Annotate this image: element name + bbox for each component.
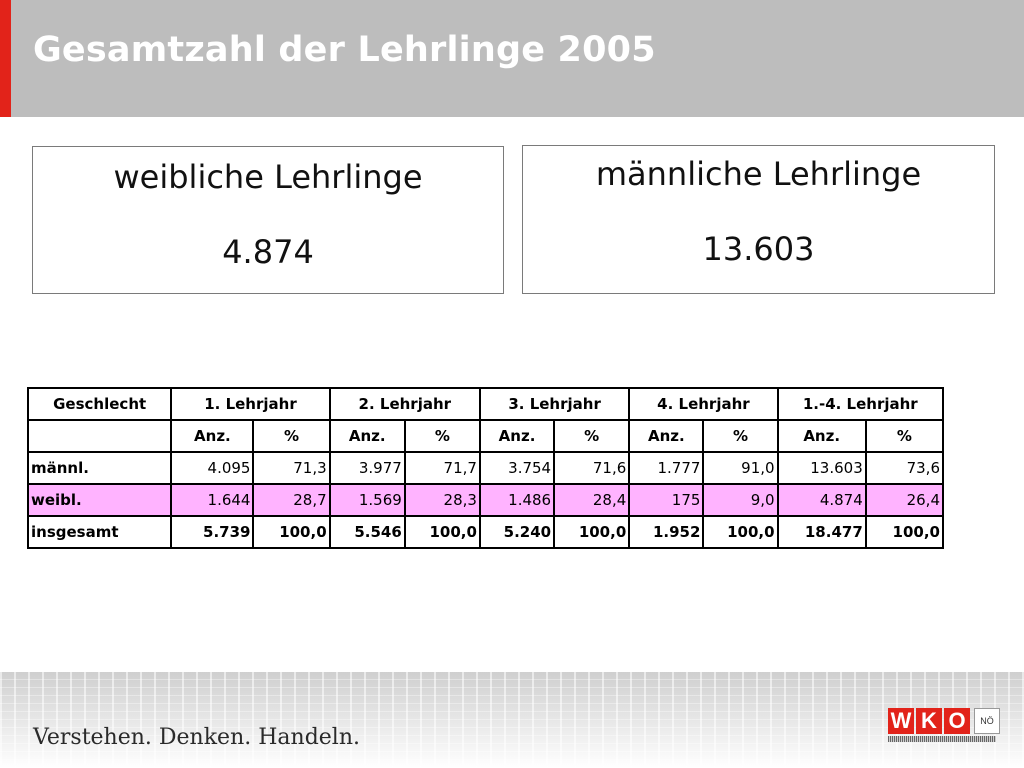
accent-bar: [0, 0, 11, 117]
row-label: männl.: [26, 451, 173, 485]
table-cell: 5.240: [478, 515, 556, 549]
table-cell: 28,4: [553, 483, 631, 517]
logo-letter: K: [916, 708, 942, 734]
table-header-cell: 2. Lehrjahr: [328, 387, 481, 421]
table-cell: 5.739: [170, 515, 255, 549]
table-cell: 73,6: [864, 451, 945, 485]
table-header-row: Geschlecht 1. Lehrjahr 2. Lehrjahr 3. Le…: [26, 387, 945, 421]
footer-band: [0, 672, 1024, 768]
logo-strip: [888, 736, 996, 742]
page-title: Gesamtzahl der Lehrlinge 2005: [33, 30, 656, 70]
table-subheader-cell: Anz.: [170, 419, 255, 453]
table-cell: 26,4: [864, 483, 945, 517]
table-cell: 5.546: [328, 515, 406, 549]
table-cell: 1.777: [628, 451, 705, 485]
table-cell: 1.486: [478, 483, 556, 517]
table-cell: 71,6: [553, 451, 631, 485]
table-subheader-cell: [26, 419, 173, 453]
table-header-cell: 1. Lehrjahr: [170, 387, 331, 421]
male-apprentices-label: männliche Lehrlinge: [595, 155, 922, 193]
logo-letter: O: [944, 708, 970, 734]
table-cell: 4.095: [170, 451, 255, 485]
apprentices-table: Geschlecht 1. Lehrjahr 2. Lehrjahr 3. Le…: [26, 387, 945, 549]
table-subheader-cell: Anz.: [776, 419, 867, 453]
table-cell: 3.977: [328, 451, 406, 485]
table-cell: 1.952: [628, 515, 705, 549]
table-cell: 3.754: [478, 451, 556, 485]
row-label: weibl.: [26, 483, 173, 517]
table-cell: 100,0: [702, 515, 779, 549]
table-cell: 100,0: [403, 515, 481, 549]
logo-letter: W: [888, 708, 914, 734]
table-header-cell: 1.-4. Lehrjahr: [776, 387, 945, 421]
table-subheader-cell: %: [702, 419, 779, 453]
female-apprentices-label: weibliche Lehrlinge: [113, 158, 423, 196]
row-label: insgesamt: [26, 515, 173, 549]
table-cell: 71,3: [252, 451, 331, 485]
male-apprentices-value: 13.603: [702, 230, 815, 268]
table-cell: 100,0: [864, 515, 945, 549]
table-subheader-cell: %: [864, 419, 945, 453]
table-row-total: insgesamt 5.739 100,0 5.546 100,0 5.240 …: [26, 515, 945, 549]
table-cell: 91,0: [702, 451, 779, 485]
table-header-cell: Geschlecht: [26, 387, 173, 421]
table-cell: 100,0: [252, 515, 331, 549]
female-apprentices-value: 4.874: [222, 233, 314, 271]
table-subheader-cell: %: [403, 419, 481, 453]
logo-region: NÖ: [974, 708, 1000, 734]
table-cell: 28,3: [403, 483, 481, 517]
table-cell: 71,7: [403, 451, 481, 485]
table-subheader-cell: Anz.: [478, 419, 556, 453]
table-cell: 13.603: [776, 451, 867, 485]
male-apprentices-box: männliche Lehrlinge 13.603: [522, 145, 995, 294]
table-header-cell: 3. Lehrjahr: [478, 387, 631, 421]
table-row-female: weibl. 1.644 28,7 1.569 28,3 1.486 28,4 …: [26, 483, 945, 517]
table-cell: 1.644: [170, 483, 255, 517]
table-subheader-row: Anz. % Anz. % Anz. % Anz. % Anz. %: [26, 419, 945, 453]
table-subheader-cell: %: [252, 419, 331, 453]
header-bar: Gesamtzahl der Lehrlinge 2005: [0, 0, 1024, 117]
female-apprentices-box: weibliche Lehrlinge 4.874: [32, 146, 504, 294]
wko-logo-icon: W K O NÖ: [888, 708, 1000, 742]
table-cell: 175: [628, 483, 705, 517]
table-cell: 18.477: [776, 515, 867, 549]
table-cell: 1.569: [328, 483, 406, 517]
table-cell: 9,0: [702, 483, 779, 517]
table-cell: 28,7: [252, 483, 331, 517]
table-cell: 100,0: [553, 515, 631, 549]
table-subheader-cell: Anz.: [328, 419, 406, 453]
table-header-cell: 4. Lehrjahr: [628, 387, 779, 421]
table-cell: 4.874: [776, 483, 867, 517]
table-subheader-cell: %: [553, 419, 631, 453]
footer-slogan: Verstehen. Denken. Handeln.: [33, 725, 361, 750]
table-row-male: männl. 4.095 71,3 3.977 71,7 3.754 71,6 …: [26, 451, 945, 485]
table-subheader-cell: Anz.: [628, 419, 705, 453]
